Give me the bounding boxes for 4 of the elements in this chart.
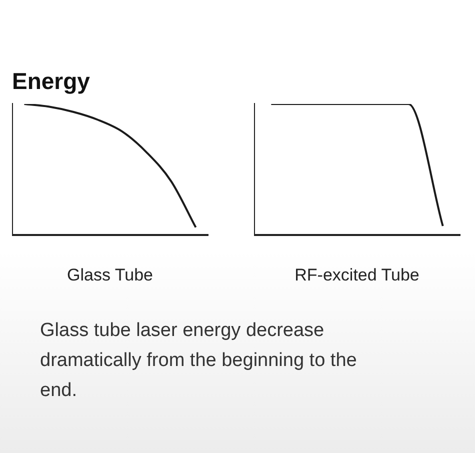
x-axis-title: Glass Tube <box>67 265 153 284</box>
x-axis-title: RF-excited Tube <box>294 265 420 284</box>
chart-title: Energy <box>12 68 91 96</box>
text: Glass tube laser energy decrease dramatically from the beginning to the end. <box>40 319 358 403</box>
